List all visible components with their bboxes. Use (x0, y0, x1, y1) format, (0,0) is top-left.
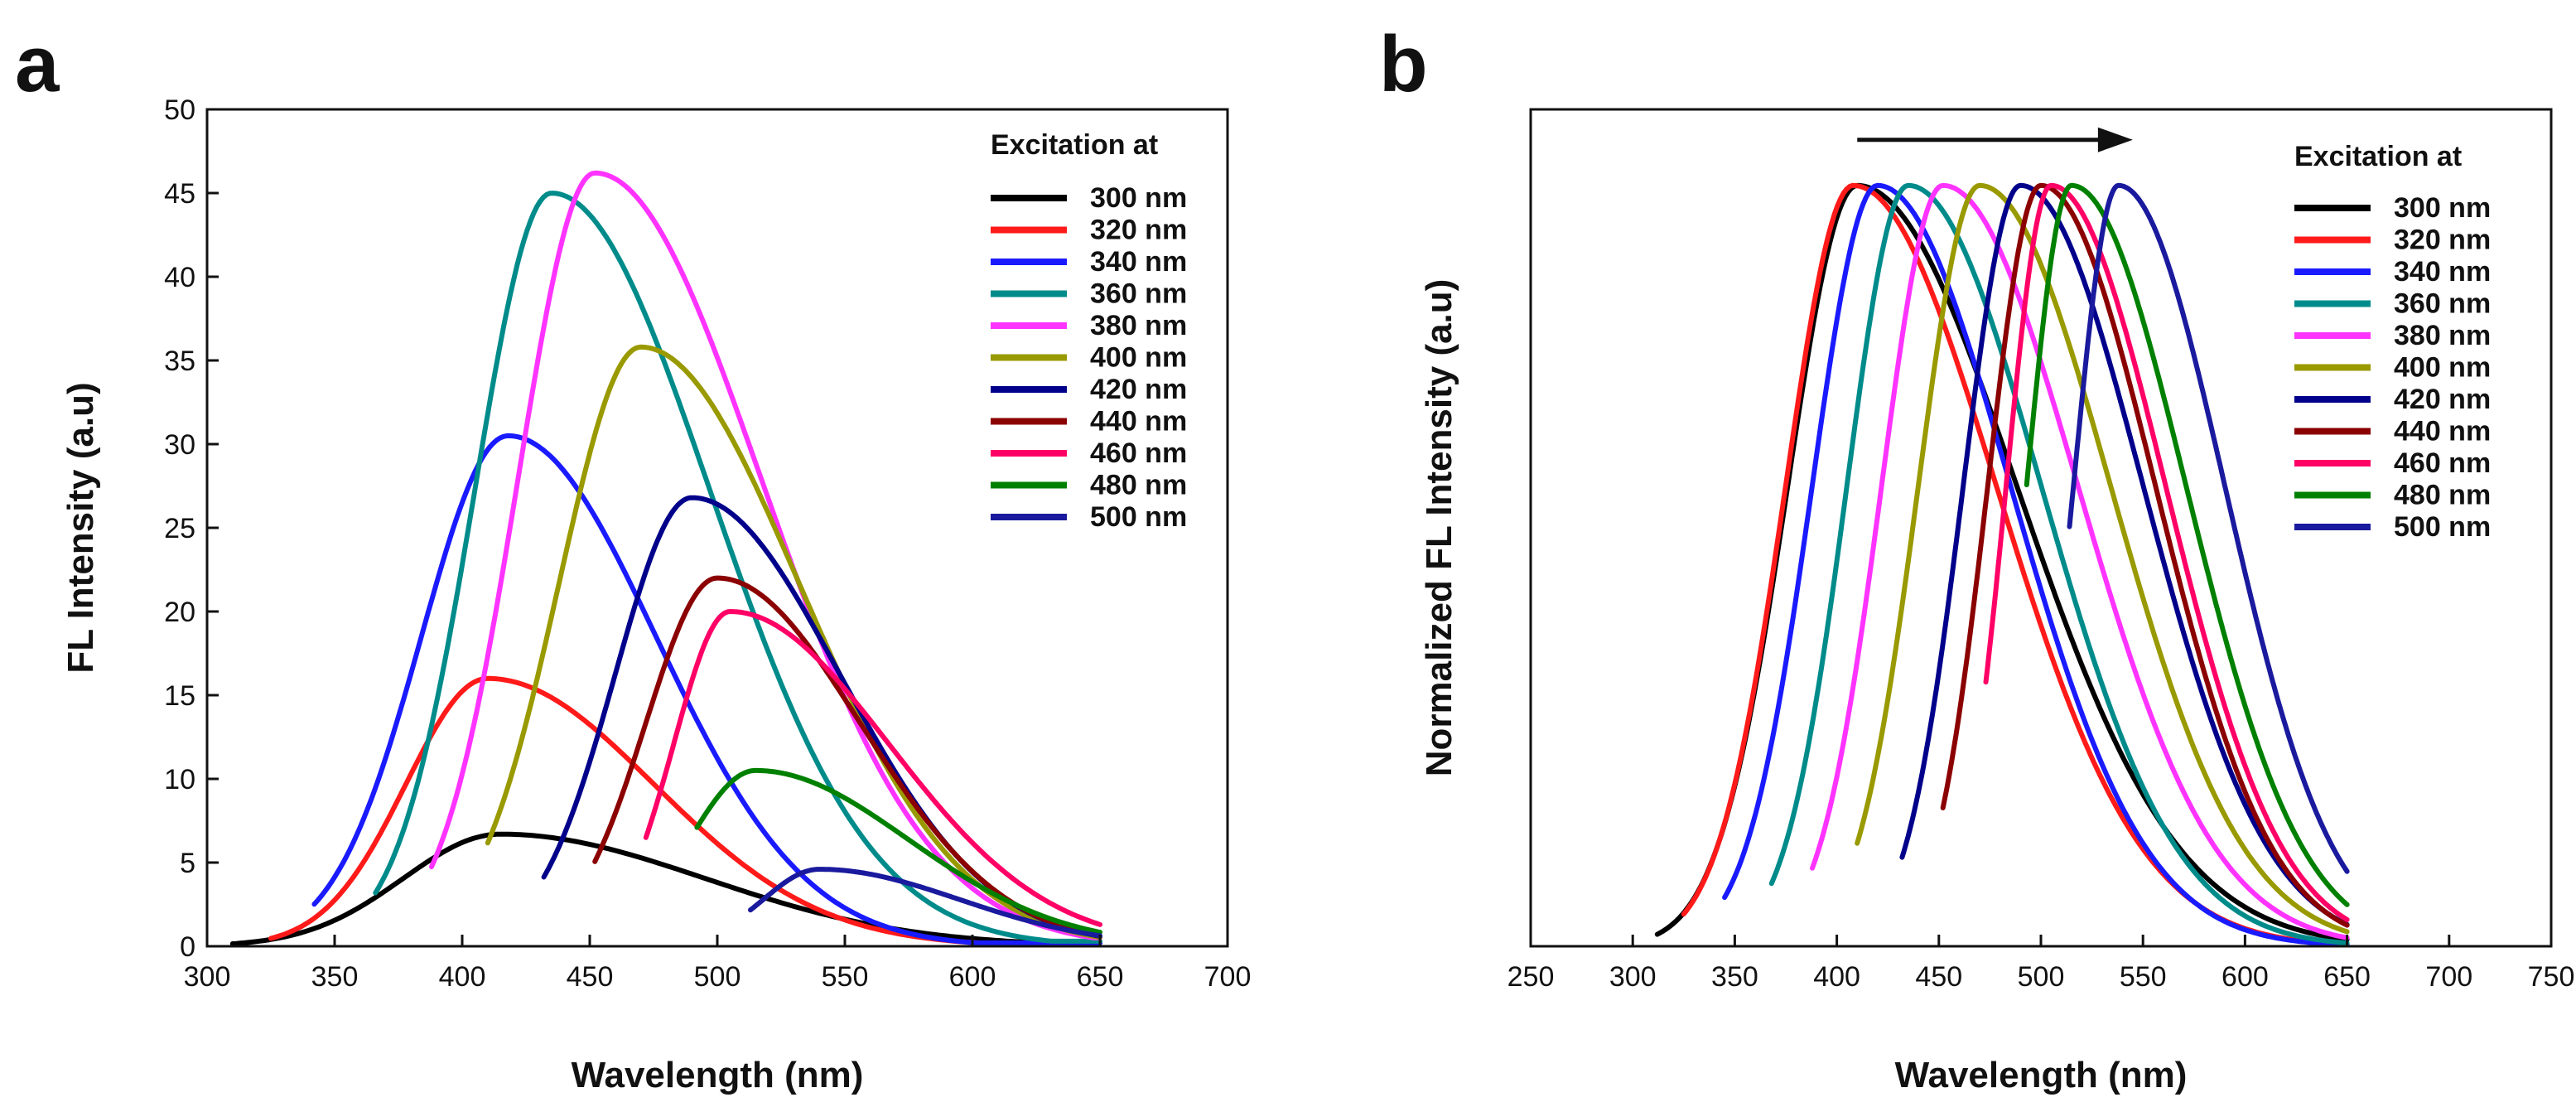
series-line-500-nm (748, 867, 1102, 939)
legend-label-300-nm: 300 nm (1090, 182, 1187, 214)
y-tick-label: 10 (164, 764, 195, 795)
y-tick-label: 50 (164, 94, 195, 126)
x-tick-label: 400 (439, 961, 486, 993)
legend-label-360-nm: 360 nm (1090, 278, 1187, 310)
legend-label-320-nm: 320 nm (1090, 215, 1187, 246)
legend-label-300-nm: 300 nm (2394, 192, 2491, 224)
panel-b: b 250 300 350 400 450 500 550 600 650 700 750 Wave… (1379, 20, 2574, 1095)
series-line-400-nm (485, 344, 1102, 940)
x-tick-label: 250 (1507, 961, 1555, 993)
series-line-440-nm (1940, 182, 2350, 928)
panel-b-y-axis-title: Normalized FL Intensity (a.u) (1419, 279, 1459, 777)
x-tick-label: 450 (567, 961, 614, 993)
x-tick-label: 750 (2528, 961, 2575, 993)
series-line-360-nm (373, 191, 1102, 944)
panel-b-ticks: 250 300 350 400 450 500 550 600 650 700 750 (1507, 935, 2575, 993)
y-tick-label: 35 (164, 346, 195, 377)
series-line-420-nm (1899, 182, 2350, 927)
panel-a-legend-title: Excitation at (991, 129, 1158, 161)
legend-label-340-nm: 340 nm (1090, 246, 1187, 278)
panel-b-redshift-arrow (1857, 127, 2133, 152)
panel-a-curves (229, 170, 1102, 946)
legend-label-440-nm: 440 nm (1090, 406, 1187, 437)
legend-label-400-nm: 400 nm (2394, 352, 2491, 384)
panel-label-b: b (1379, 20, 1428, 109)
legend-label-460-nm: 460 nm (2394, 447, 2491, 479)
y-tick-label: 25 (164, 513, 195, 544)
x-tick-label: 700 (1204, 961, 1252, 993)
x-tick-label: 500 (694, 961, 741, 993)
legend-label-500-nm: 500 nm (1090, 501, 1187, 533)
y-tick-label: 40 (164, 262, 195, 293)
x-tick-label: 550 (2120, 961, 2167, 993)
x-tick-label: 600 (2221, 961, 2269, 993)
legend-label-480-nm: 480 nm (2394, 480, 2491, 511)
legend-label-400-nm: 400 nm (1090, 342, 1187, 374)
y-tick-label: 5 (180, 848, 195, 879)
panel-a-x-axis-title: Wavelength (nm) (572, 1055, 864, 1095)
y-tick-label: 30 (164, 429, 195, 461)
legend-label-420-nm: 420 nm (2394, 384, 2491, 415)
y-tick-label: 15 (164, 680, 195, 712)
series-line-340-nm (1722, 182, 2350, 948)
panel-a-y-axis-title: FL Intensity (a.u) (60, 382, 101, 673)
x-tick-label: 300 (184, 961, 231, 993)
x-tick-label: 350 (311, 961, 359, 993)
y-tick-label: 0 (180, 931, 195, 963)
arrow-head (2097, 127, 2133, 152)
y-tick-label: 20 (164, 597, 195, 628)
panel-a: a 300 350 400 450 500 550 600 650 70005101520253… (15, 20, 1251, 1095)
series-line-380-nm (429, 170, 1102, 940)
x-tick-label: 400 (1813, 961, 1860, 993)
x-tick-label: 700 (2425, 961, 2472, 993)
series-line-460-nm (1983, 182, 2350, 922)
panel-b-curves (1654, 182, 2350, 948)
y-tick-label: 45 (164, 178, 195, 210)
series-line-480-nm (694, 767, 1102, 935)
panel-b-x-axis-title: Wavelength (nm) (1895, 1055, 2188, 1095)
x-tick-label: 450 (1915, 961, 1962, 993)
legend-label-380-nm: 380 nm (2394, 320, 2491, 351)
legend-label-440-nm: 440 nm (2394, 416, 2491, 447)
series-line-320-nm (1681, 182, 2350, 947)
legend-label-320-nm: 320 nm (2394, 225, 2491, 256)
legend-label-500-nm: 500 nm (2394, 511, 2491, 543)
series-line-500-nm (2067, 182, 2350, 874)
x-tick-label: 650 (1077, 961, 1124, 993)
legend-label-340-nm: 340 nm (2394, 256, 2491, 288)
x-tick-label: 350 (1711, 961, 1758, 993)
series-line-380-nm (1810, 182, 2350, 940)
legend-label-480-nm: 480 nm (1090, 470, 1187, 501)
x-tick-label: 500 (2018, 961, 2065, 993)
series-line-400-nm (1855, 182, 2350, 935)
series-line-460-nm (643, 609, 1102, 927)
series-line-360-nm (1768, 182, 2350, 946)
series-line-340-nm (311, 433, 1102, 945)
x-tick-label: 300 (1609, 961, 1657, 993)
panel-b-legend-title: Excitation at (2294, 141, 2462, 172)
panel-label-a: a (15, 20, 60, 109)
legend-label-360-nm: 360 nm (2394, 288, 2491, 320)
legend-label-460-nm: 460 nm (1090, 437, 1187, 469)
panel-a-ticks: 300 350 400 450 500 550 600 650 700 0 5 10 15 20 25 30 3… (164, 94, 1251, 993)
x-tick-label: 650 (2323, 961, 2371, 993)
series-line-480-nm (2024, 182, 2350, 907)
legend-label-380-nm: 380 nm (1090, 310, 1187, 341)
series-line-300-nm (229, 831, 1102, 946)
legend-label-420-nm: 420 nm (1090, 374, 1187, 405)
x-tick-label: 550 (822, 961, 869, 993)
x-tick-label: 600 (949, 961, 996, 993)
